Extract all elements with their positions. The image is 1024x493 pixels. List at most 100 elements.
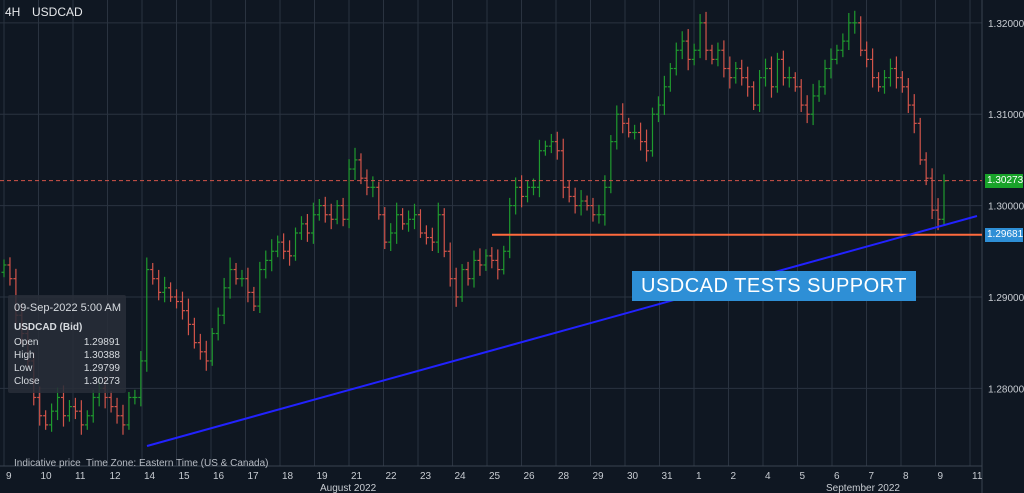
- ohlc-bar: [507, 197, 513, 259]
- ohlc-bar: [590, 197, 596, 222]
- x-tick-label: 28: [558, 471, 570, 482]
- ohlc-bar: [376, 181, 382, 220]
- ohlc-bar: [346, 159, 352, 229]
- y-tick-label: 1.30000: [988, 202, 1024, 213]
- ohlc-bar: [596, 204, 602, 224]
- x-tick-label: 5: [800, 471, 806, 482]
- symbol-label[interactable]: USDCAD: [32, 5, 83, 19]
- trendline: [146, 215, 978, 447]
- ohlc-bar: [441, 208, 447, 258]
- ohlc-bar: [584, 195, 590, 211]
- ohlc-bar: [578, 190, 584, 216]
- ohlc-bar: [1, 259, 7, 278]
- month-label: September 2022: [826, 483, 900, 493]
- ohlc-bar: [649, 107, 655, 157]
- ohlc-bar: [882, 69, 888, 94]
- ohlc-bar: [191, 317, 197, 349]
- ohlc-bar: [893, 56, 899, 89]
- ohlc-bar: [203, 340, 209, 371]
- x-tick-label: 19: [317, 471, 329, 482]
- ohlc-label: Close: [14, 376, 40, 387]
- ohlc-value: 1.29891: [83, 337, 120, 348]
- ohlc-bar: [388, 223, 394, 252]
- ohlc-bar: [287, 240, 293, 266]
- ohlc-bar: [852, 10, 858, 34]
- x-tick-label: 11: [75, 471, 86, 482]
- ohlc-bar: [483, 249, 489, 271]
- ohlc-bar: [923, 152, 929, 186]
- ohlc-bar: [37, 386, 43, 426]
- ohlc-bar: [239, 269, 245, 287]
- ohlc-bar: [673, 42, 679, 76]
- ohlc-bar: [221, 277, 227, 325]
- ohlc-bar: [655, 96, 661, 123]
- ohlc-bar: [340, 197, 346, 227]
- ohlc-bar: [293, 227, 299, 261]
- ohlc-bar: [864, 41, 870, 68]
- ohlc-bar: [227, 257, 233, 299]
- last-price-badge: 1.30273: [985, 173, 1024, 188]
- ohlc-bar: [566, 180, 572, 203]
- ohlc-row-high: High 1.30388: [14, 350, 120, 361]
- ohlc-bar: [697, 14, 703, 59]
- ohlc-title: USDCAD (Bid): [14, 322, 83, 333]
- ohlc-bar: [828, 48, 834, 79]
- ohlc-bar: [7, 257, 13, 286]
- ohlc-bar: [745, 66, 751, 97]
- ohlc-bar: [168, 282, 174, 302]
- ohlc-bar: [661, 75, 667, 115]
- ohlc-bar: [477, 248, 483, 276]
- ohlc-bar: [150, 262, 156, 285]
- ohlc-bar: [513, 177, 519, 215]
- ohlc-bar: [780, 50, 786, 86]
- ohlc-bar: [400, 208, 406, 230]
- ohlc-bar: [525, 180, 531, 203]
- x-tick-label: 8: [903, 471, 909, 482]
- ohlc-bar: [548, 133, 554, 154]
- ohlc-bar: [763, 58, 769, 87]
- y-tick-label: 1.29000: [988, 293, 1024, 304]
- ohlc-bar: [281, 233, 287, 260]
- ohlc-bar: [156, 269, 162, 301]
- ohlc-bar: [126, 391, 132, 430]
- ohlc-bar: [316, 199, 322, 221]
- ohlc-bar: [911, 94, 917, 134]
- ohlc-bar: [560, 138, 566, 199]
- ohlc-bar: [108, 390, 114, 413]
- timezone-note: Time Zone: Eastern Time (US & Canada): [86, 458, 269, 469]
- ohlc-bar: [929, 168, 935, 220]
- y-tick-label: 1.32000: [988, 19, 1024, 30]
- ohlc-bar: [667, 63, 673, 92]
- ohlc-bar: [429, 227, 435, 252]
- x-tick-label: 15: [179, 471, 191, 482]
- support-callout: USDCAD TESTS SUPPORT: [632, 271, 916, 301]
- timeframe-label[interactable]: 4H: [5, 5, 21, 19]
- ohlc-bar: [626, 117, 632, 138]
- ohlc-bar: [162, 276, 168, 303]
- x-tick-label: 21: [351, 471, 363, 482]
- ohlc-bar: [465, 261, 471, 286]
- ohlc-bar: [876, 72, 882, 92]
- ohlc-bar: [733, 61, 739, 84]
- ohlc-bar: [364, 169, 370, 196]
- ohlc-bar: [257, 261, 263, 314]
- ohlc-bar: [197, 333, 203, 360]
- ohlc-value: 1.30388: [83, 350, 120, 361]
- ohlc-bar: [721, 40, 727, 78]
- ohlc-bar: [49, 403, 55, 432]
- grid: [0, 0, 982, 466]
- ohlc-bar: [554, 131, 560, 160]
- ohlc-bar: [352, 147, 358, 180]
- ohlc-bar: [935, 198, 941, 231]
- ohlc-bar: [489, 247, 495, 269]
- ohlc-bar: [358, 153, 364, 185]
- ohlc-bar: [768, 56, 774, 98]
- ohlc-bar: [495, 249, 501, 280]
- ohlc-bar: [614, 105, 620, 150]
- ohlc-bar: [138, 351, 144, 407]
- ohlc-info-panel: 09-Sep-2022 5:00 AM USDCAD (Bid) Open 1.…: [8, 295, 126, 393]
- ohlc-bar: [804, 95, 810, 124]
- ohlc-bar: [703, 11, 709, 61]
- ohlc-bar: [209, 328, 215, 366]
